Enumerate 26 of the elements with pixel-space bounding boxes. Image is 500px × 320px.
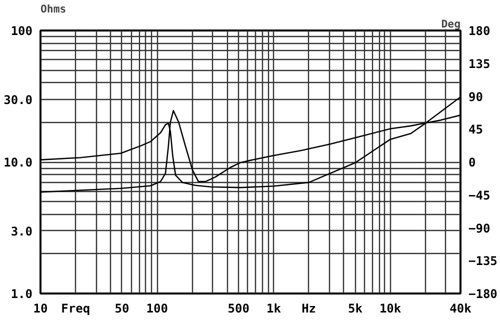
y-tick-label: 30.0 <box>4 92 33 107</box>
x-tick-label: 40k <box>450 302 472 316</box>
y2-tick-label: −45 <box>468 188 490 202</box>
y2-tick-label: 180 <box>468 24 490 38</box>
y2-tick-label: −180 <box>468 287 498 301</box>
y2-tick-label: −90 <box>468 221 490 236</box>
x-tick-label: 5k <box>348 302 364 316</box>
x-tick-label: 100 <box>146 302 168 316</box>
y-axis-title: Ohms <box>40 2 66 16</box>
y2-axis-title: Deg <box>441 18 461 30</box>
y2-tick-label: 45 <box>468 122 483 137</box>
y-tick-label: 100 <box>10 24 33 38</box>
x-tick-label: 1k <box>266 302 282 316</box>
x-tick-label: 50 <box>114 302 130 316</box>
y2-tick-label: 0 <box>468 156 476 170</box>
x-tick-label: Freq <box>61 302 90 316</box>
y2-tick-label: −135 <box>468 254 498 268</box>
x-tick-label: Hz <box>302 302 316 316</box>
x-tick-label: 10k <box>379 302 402 316</box>
x-tick-label: 10 <box>33 302 48 316</box>
y-tick-label: 10.0 <box>4 156 33 170</box>
y-tick-label: 3.0 <box>10 224 33 238</box>
y-tick-label: 1.0 <box>10 287 33 301</box>
y2-tick-label: 90 <box>468 90 483 104</box>
y2-tick-label: 135 <box>468 56 490 71</box>
x-tick-label: 500 <box>228 302 250 316</box>
